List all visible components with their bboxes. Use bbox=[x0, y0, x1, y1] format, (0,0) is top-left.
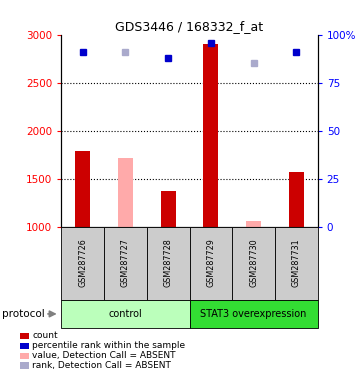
Text: GSM287730: GSM287730 bbox=[249, 239, 258, 287]
Text: rank, Detection Call = ABSENT: rank, Detection Call = ABSENT bbox=[32, 361, 171, 371]
Text: STAT3 overexpression: STAT3 overexpression bbox=[200, 309, 307, 319]
Text: GSM287728: GSM287728 bbox=[164, 239, 173, 287]
Bar bbox=[161, 191, 176, 227]
Bar bbox=[118, 159, 133, 227]
Bar bbox=[75, 151, 90, 227]
Text: percentile rank within the sample: percentile rank within the sample bbox=[32, 341, 186, 351]
Text: GSM287727: GSM287727 bbox=[121, 238, 130, 288]
Bar bbox=[203, 44, 218, 227]
Text: value, Detection Call = ABSENT: value, Detection Call = ABSENT bbox=[32, 351, 176, 361]
Text: GSM287726: GSM287726 bbox=[78, 239, 87, 287]
Bar bbox=[246, 221, 261, 227]
Bar bbox=[289, 172, 304, 227]
Text: control: control bbox=[109, 309, 142, 319]
Text: GSM287731: GSM287731 bbox=[292, 239, 301, 287]
Title: GDS3446 / 168332_f_at: GDS3446 / 168332_f_at bbox=[116, 20, 264, 33]
Text: GSM287729: GSM287729 bbox=[206, 238, 216, 288]
Text: protocol: protocol bbox=[2, 309, 44, 319]
Text: count: count bbox=[32, 331, 58, 341]
